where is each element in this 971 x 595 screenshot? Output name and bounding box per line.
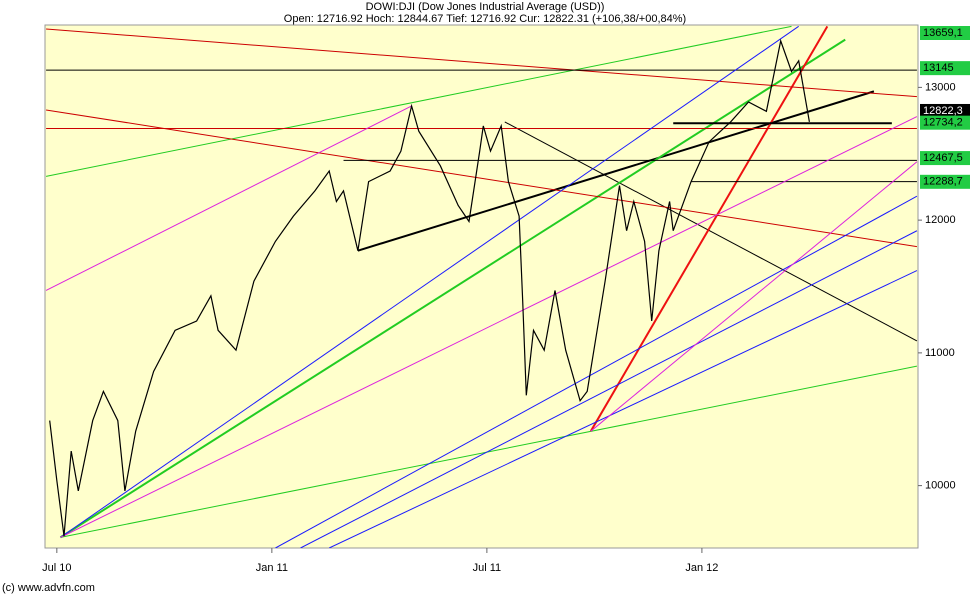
trend-line [328,270,918,548]
x-tick-label: Jul 11 [473,562,502,574]
y-tick-label: 11000 [925,347,955,359]
trend-line [300,230,918,548]
trend-line [504,121,918,342]
trend-line [60,25,799,538]
trend-line [60,365,918,538]
price-label: 12467,5 [923,152,963,164]
price-line [49,38,810,537]
y-tick-label: 13000 [925,81,956,93]
plot-content [45,25,918,548]
chart-title: DOWI:DJI (Dow Jones Industrial Average (… [366,1,605,13]
x-tick-label: Jan 11 [256,562,288,574]
trend-line [275,195,918,548]
trend-line [590,161,918,432]
footer: (c) www.advfn.com [2,582,95,594]
trend-line [45,109,918,248]
trend-line [45,105,412,291]
x-tick-label: Jul 10 [42,562,71,574]
price-label: 13145 [923,62,954,74]
price-label-box [920,103,970,118]
price-label-box [920,61,970,76]
x-tick-label: Jan 12 [685,562,718,574]
price-label-box [920,174,970,189]
price-label-box [920,151,970,166]
price-label-box [920,115,970,130]
trend-line [589,25,829,432]
price-label-box [920,26,970,40]
chart-subtitle: Open: 12716.92 Hoch: 12844.67 Tief: 1271… [284,13,686,25]
trend-line [60,116,918,538]
price-label: 12822,3 [923,105,963,117]
price-label: 12734,2 [923,117,963,129]
trend-line [357,90,875,252]
price-label: 12288,7 [923,176,963,188]
price-label: 13659,1 [923,27,963,39]
y-tick-label: 12000 [925,214,956,226]
plot-area [44,24,919,549]
trend-line [45,25,792,177]
y-tick-label: 10000 [925,480,956,492]
